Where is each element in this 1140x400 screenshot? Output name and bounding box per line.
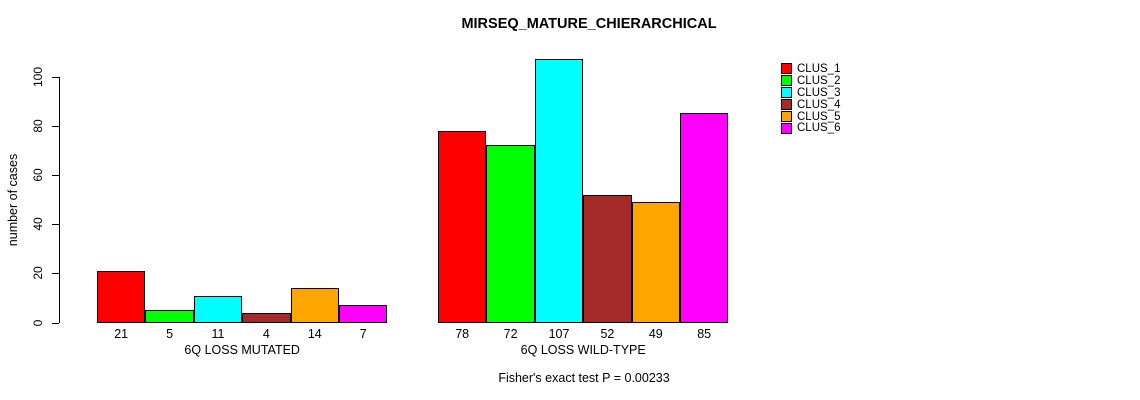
fisher-test-footnote: Fisher's exact test P = 0.00233 — [498, 370, 670, 385]
y-axis-tick-label-60: 60 — [31, 168, 45, 182]
y-axis-tick-label-0: 0 — [31, 319, 45, 327]
bar-clus-6-6q-loss-wild-type — [680, 113, 729, 323]
legend-swatch-clus-3 — [781, 87, 792, 99]
legend-swatch-clus-2 — [781, 75, 792, 87]
bar-value-label-clus-1-6q-loss-wild-type: 78 — [455, 326, 470, 341]
bar-value-label-clus-3-6q-loss-mutated: 11 — [211, 326, 225, 341]
legend-swatch-clus-6 — [781, 122, 792, 134]
legend-swatch-clus-1 — [781, 63, 792, 75]
chart-title: MIRSEQ_MATURE_CHIERARCHICAL — [461, 16, 717, 32]
legend-label-clus-5: CLUS_5 — [797, 110, 841, 123]
bar-clus-4-6q-loss-mutated — [242, 312, 291, 323]
legend-swatch-clus-5 — [781, 111, 792, 122]
legend-item-clus-6: CLUS_6 — [781, 122, 840, 134]
y-axis-title: number of cases — [6, 153, 20, 247]
x-group-label-6q-loss-wild-type: 6Q LOSS WILD-TYPE — [520, 342, 646, 357]
bar-value-label-clus-4-6q-loss-wild-type: 52 — [600, 326, 615, 341]
legend-label-clus-3: CLUS_3 — [797, 86, 841, 99]
bar-clus-2-6q-loss-mutated — [145, 310, 194, 323]
y-axis-tick-0 — [52, 322, 59, 324]
bar-value-label-clus-5-6q-loss-wild-type: 49 — [648, 326, 663, 341]
bar-clus-3-6q-loss-wild-type — [534, 59, 584, 323]
bar-clus-2-6q-loss-wild-type — [486, 145, 535, 323]
bar-clus-6-6q-loss-mutated — [339, 305, 388, 323]
y-axis-tick-label-100: 100 — [31, 66, 45, 87]
bar-clus-3-6q-loss-mutated — [193, 295, 243, 323]
legend-label-clus-2: CLUS_2 — [797, 74, 841, 87]
bar-value-label-clus-6-6q-loss-wild-type: 85 — [697, 326, 712, 341]
y-axis-tick-60 — [52, 174, 59, 176]
y-axis-tick-label-20: 20 — [31, 266, 45, 281]
bar-value-label-clus-2-6q-loss-mutated: 5 — [166, 326, 174, 341]
y-axis-tick-40 — [52, 224, 59, 226]
y-axis-tick-100 — [52, 76, 59, 78]
bar-value-label-clus-6-6q-loss-mutated: 7 — [359, 326, 367, 341]
legend-label-clus-1: CLUS_1 — [797, 62, 841, 75]
legend-label-clus-4: CLUS_4 — [797, 98, 841, 111]
bar-clus-1-6q-loss-mutated — [97, 270, 146, 323]
x-group-label-6q-loss-mutated: 6Q LOSS MUTATED — [184, 342, 300, 357]
legend-item-clus-2: CLUS_2 — [781, 75, 840, 87]
legend-item-clus-3: CLUS_3 — [781, 87, 840, 99]
bar-clus-5-6q-loss-mutated — [290, 288, 339, 323]
y-axis-tick-label-40: 40 — [31, 217, 45, 231]
y-axis-tick-80 — [52, 125, 59, 127]
bar-value-label-clus-1-6q-loss-mutated: 21 — [114, 326, 129, 341]
legend-item-clus-1: CLUS_1 — [781, 63, 840, 75]
legend-item-clus-4: CLUS_4 — [781, 99, 840, 111]
bar-value-label-clus-2-6q-loss-wild-type: 72 — [503, 326, 518, 341]
y-axis-tick-label-80: 80 — [31, 119, 45, 133]
bar-value-label-clus-3-6q-loss-wild-type: 107 — [548, 326, 570, 341]
bar-value-label-clus-4-6q-loss-mutated: 4 — [262, 326, 270, 341]
bar-clus-5-6q-loss-wild-type — [631, 202, 680, 323]
legend-item-clus-5: CLUS_5 — [781, 111, 840, 123]
legend-swatch-clus-4 — [781, 99, 792, 111]
y-axis-tick-20 — [52, 273, 59, 275]
legend-label-clus-6: CLUS_6 — [797, 122, 841, 135]
bar-clus-1-6q-loss-wild-type — [438, 130, 487, 323]
y-axis-line — [59, 76, 60, 323]
bar-clus-4-6q-loss-wild-type — [583, 194, 632, 323]
legend: CLUS_1 CLUS_2 CLUS_3 CLUS_4 CLUS_5 CLUS_6 — [781, 63, 840, 134]
bar-value-label-clus-5-6q-loss-mutated: 14 — [307, 326, 322, 341]
